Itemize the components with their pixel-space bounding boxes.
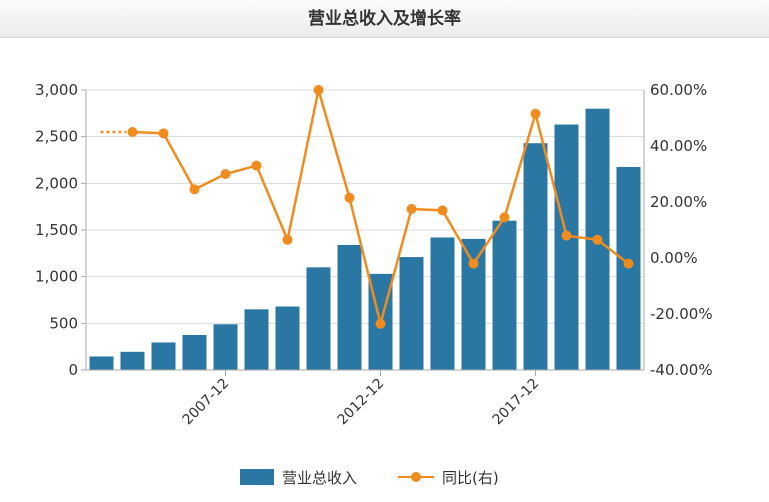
bar (275, 306, 300, 370)
chart-area: 0 500 1,000 1,500 2,000 2,500 3,000 -40.00% -20.… (35, 81, 713, 429)
y-right-tick-label: 0.00% (650, 249, 698, 267)
y-right-tick-label: -20.00% (650, 305, 713, 323)
y-left-tick-label: 3,000 (35, 81, 78, 99)
bar (337, 244, 362, 370)
yoy-point (530, 108, 541, 119)
bar (151, 342, 176, 370)
legend-item-revenue[interactable]: 营业总收入 (240, 462, 357, 492)
y-left-tick-label: 1,000 (35, 268, 78, 286)
y-right-tick-label: 20.00% (650, 193, 707, 211)
yoy-point (468, 258, 479, 269)
bar (399, 257, 424, 370)
bar (89, 356, 114, 370)
y-left-tick-label: 500 (49, 314, 78, 332)
y-left-tick-label: 1,500 (35, 221, 78, 239)
legend-item-yoy[interactable]: 同比(右) (398, 462, 499, 492)
yoy-point (375, 318, 386, 329)
y-right-tick-label: 60.00% (650, 81, 707, 99)
legend-line-swatch (398, 471, 434, 483)
x-tick-label: 2017-12 (490, 376, 543, 429)
legend-label-yoy: 同比(右) (442, 468, 499, 487)
yoy-point (561, 230, 572, 241)
yoy-point (220, 169, 231, 179)
legend-bar-swatch (240, 469, 274, 485)
bar (430, 237, 455, 370)
legend-label-revenue: 营业总收入 (282, 468, 358, 487)
bar (213, 324, 238, 370)
bar (523, 143, 548, 370)
yoy-point (406, 204, 417, 214)
bar (244, 309, 269, 370)
bar (306, 267, 331, 370)
yoy-point (623, 258, 634, 269)
yoy-point (499, 212, 510, 223)
line-series (100, 85, 634, 329)
chart-title: 营业总收入及增长率 (308, 9, 461, 29)
yoy-point (592, 234, 603, 245)
y-right-tick-label: 40.00% (650, 137, 707, 155)
bar (461, 238, 486, 370)
yoy-point (127, 127, 138, 137)
y-left-tick-label: 2,000 (35, 174, 78, 192)
y-left-tick-label: 2,500 (35, 128, 78, 146)
x-tick-label: 2012-12 (335, 376, 388, 429)
y-right-tick-label: -40.00% (650, 361, 713, 379)
yoy-point (344, 192, 355, 203)
bar (492, 220, 517, 370)
x-tick-label: 2007-12 (180, 376, 233, 429)
yoy-point (251, 160, 262, 171)
yoy-point (313, 85, 324, 95)
bar (120, 351, 145, 370)
legend: 营业总收入 同比(右) (0, 462, 769, 492)
chart-title-bar: 营业总收入及增长率 (0, 0, 769, 38)
bar (182, 335, 207, 370)
y-left-tick-label: 0 (68, 361, 78, 379)
bar (554, 124, 579, 371)
yoy-point (158, 128, 169, 139)
yoy-point (282, 234, 293, 245)
yoy-point (437, 205, 448, 216)
yoy-point (189, 184, 200, 195)
